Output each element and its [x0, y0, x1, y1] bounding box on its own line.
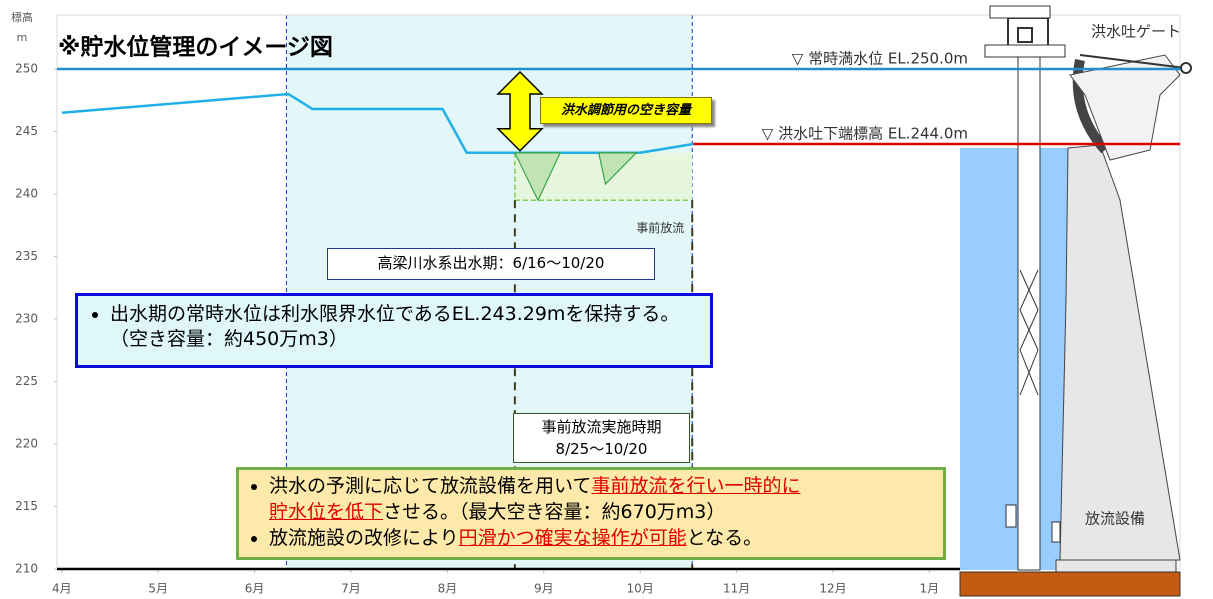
note-text: させる。（最大空き容量：約670万m3）: [383, 501, 726, 523]
y-tick-label: 220: [15, 437, 38, 451]
gate: [1072, 59, 1109, 154]
y-axis-label: 標高: [11, 10, 33, 24]
reference-label: ▽ 常時満水位 EL.250.0m: [792, 50, 968, 68]
x-tick-label: 10月: [627, 582, 654, 596]
note-text: となる。: [686, 527, 763, 549]
x-tick-label: 6月: [245, 582, 265, 596]
note1-box: 出水期の常時水位は利水限界水位であるEL.243.29mを保持する。（空き容量：…: [75, 293, 713, 368]
y-tick-label: 245: [15, 124, 38, 138]
y-tick-label: 240: [15, 187, 38, 201]
x-tick-label: 1月: [920, 582, 940, 596]
emphasis-text: 貯水位を低下: [269, 501, 384, 523]
gate-pulley: [1180, 62, 1192, 74]
x-tick-label: 12月: [819, 582, 846, 596]
facility-label: 放流設備: [1085, 510, 1145, 528]
apron: [1055, 559, 1177, 573]
y-tick-label: 215: [15, 499, 38, 513]
window: [1017, 27, 1033, 43]
dip-area: [513, 152, 562, 202]
valve: [1005, 504, 1017, 528]
gate-label: 洪水吐ゲート: [1091, 23, 1181, 41]
tower-truss: [1019, 269, 1039, 396]
capacity-label: 洪水調節用の空き容量: [560, 103, 691, 118]
period-title: 事前放流実施時期: [541, 418, 662, 436]
x-tick-label: 8月: [438, 582, 458, 596]
note-text: 放流施設の改修により: [269, 527, 459, 549]
emphasis-text: 円滑かつ確実な操作が可能: [458, 527, 687, 549]
gate-pier: [1069, 54, 1181, 161]
water-level-line: [61, 92, 694, 154]
x-tick-label: 11月: [723, 582, 750, 596]
y-axis-label: m: [17, 31, 28, 44]
season-box: 高梁川水系出水期：6/16〜10/20: [327, 248, 655, 280]
x-tick-label: 9月: [534, 582, 554, 596]
tower-roof: [989, 5, 1051, 19]
chart-title: ※貯水位管理のイメージ図: [58, 34, 333, 61]
emphasis-text: 事前放流を行い一時的に: [591, 475, 801, 497]
chart-overlay: ▽ 常時満水位 EL.250.0m ▽ 洪水吐下端標高 EL.244.0m 洪水吐ゲ…: [57, 23, 1181, 528]
y-tick-label: 230: [15, 312, 38, 326]
note2-line: 貯水位を低下させる。（最大空き容量：約670万m3）: [269, 499, 937, 525]
note2-item: 洪水の予測に応じて放流設備を用いて事前放流を行い一時的に貯水位を低下させる。（最…: [269, 473, 937, 525]
tower-deck: [984, 44, 1066, 58]
season-label: 高梁川水系出水期：6/16〜10/20: [377, 254, 605, 272]
y-tick-label: 235: [15, 249, 38, 263]
note2-line: 放流施設の改修により円滑かつ確実な操作が可能となる。: [269, 525, 937, 551]
valve: [1051, 521, 1061, 543]
dam-illustration: [959, 5, 1192, 597]
period-box: 事前放流実施時期 8/25〜10/20: [513, 413, 690, 463]
dam-body: [1059, 144, 1181, 561]
reference-label: ▽ 洪水吐下端標高 EL.244.0m: [762, 125, 968, 143]
y-tick-label: 225: [15, 374, 38, 388]
note1-list: 出水期の常時水位は利水限界水位であるEL.243.29mを保持する。（空き容量：…: [86, 302, 702, 352]
note2-line: 洪水の予測に応じて放流設備を用いて事前放流を行い一時的に: [269, 473, 937, 499]
note-text: 洪水の予測に応じて放流設備を用いて: [269, 475, 592, 497]
y-tick-label: 210: [15, 562, 38, 576]
capacity-arrow: [496, 70, 544, 152]
note2-item: 放流施設の改修により円滑かつ確実な操作が可能となる。: [269, 525, 937, 551]
dip-area: [597, 152, 638, 186]
capacity-box: 洪水調節用の空き容量: [540, 97, 712, 124]
note2-list: 洪水の予測に応じて放流設備を用いて事前放流を行い一時的に貯水位を低下させる。（最…: [245, 473, 937, 551]
x-tick-label: 7月: [341, 582, 361, 596]
note1-item: 出水期の常時水位は利水限界水位であるEL.243.29mを保持する。（空き容量：…: [110, 302, 702, 352]
note2-box: 洪水の予測に応じて放流設備を用いて事前放流を行い一時的に貯水位を低下させる。（最…: [236, 467, 946, 560]
gate-wire: [1079, 54, 1186, 69]
x-tick-label: 4月: [52, 582, 72, 596]
pre-release-label: 事前放流: [636, 220, 684, 235]
y-tick-label: 250: [15, 62, 38, 76]
x-tick-label: 5月: [148, 582, 168, 596]
period: 8/25〜10/20: [555, 440, 648, 458]
foundation: [959, 571, 1181, 597]
